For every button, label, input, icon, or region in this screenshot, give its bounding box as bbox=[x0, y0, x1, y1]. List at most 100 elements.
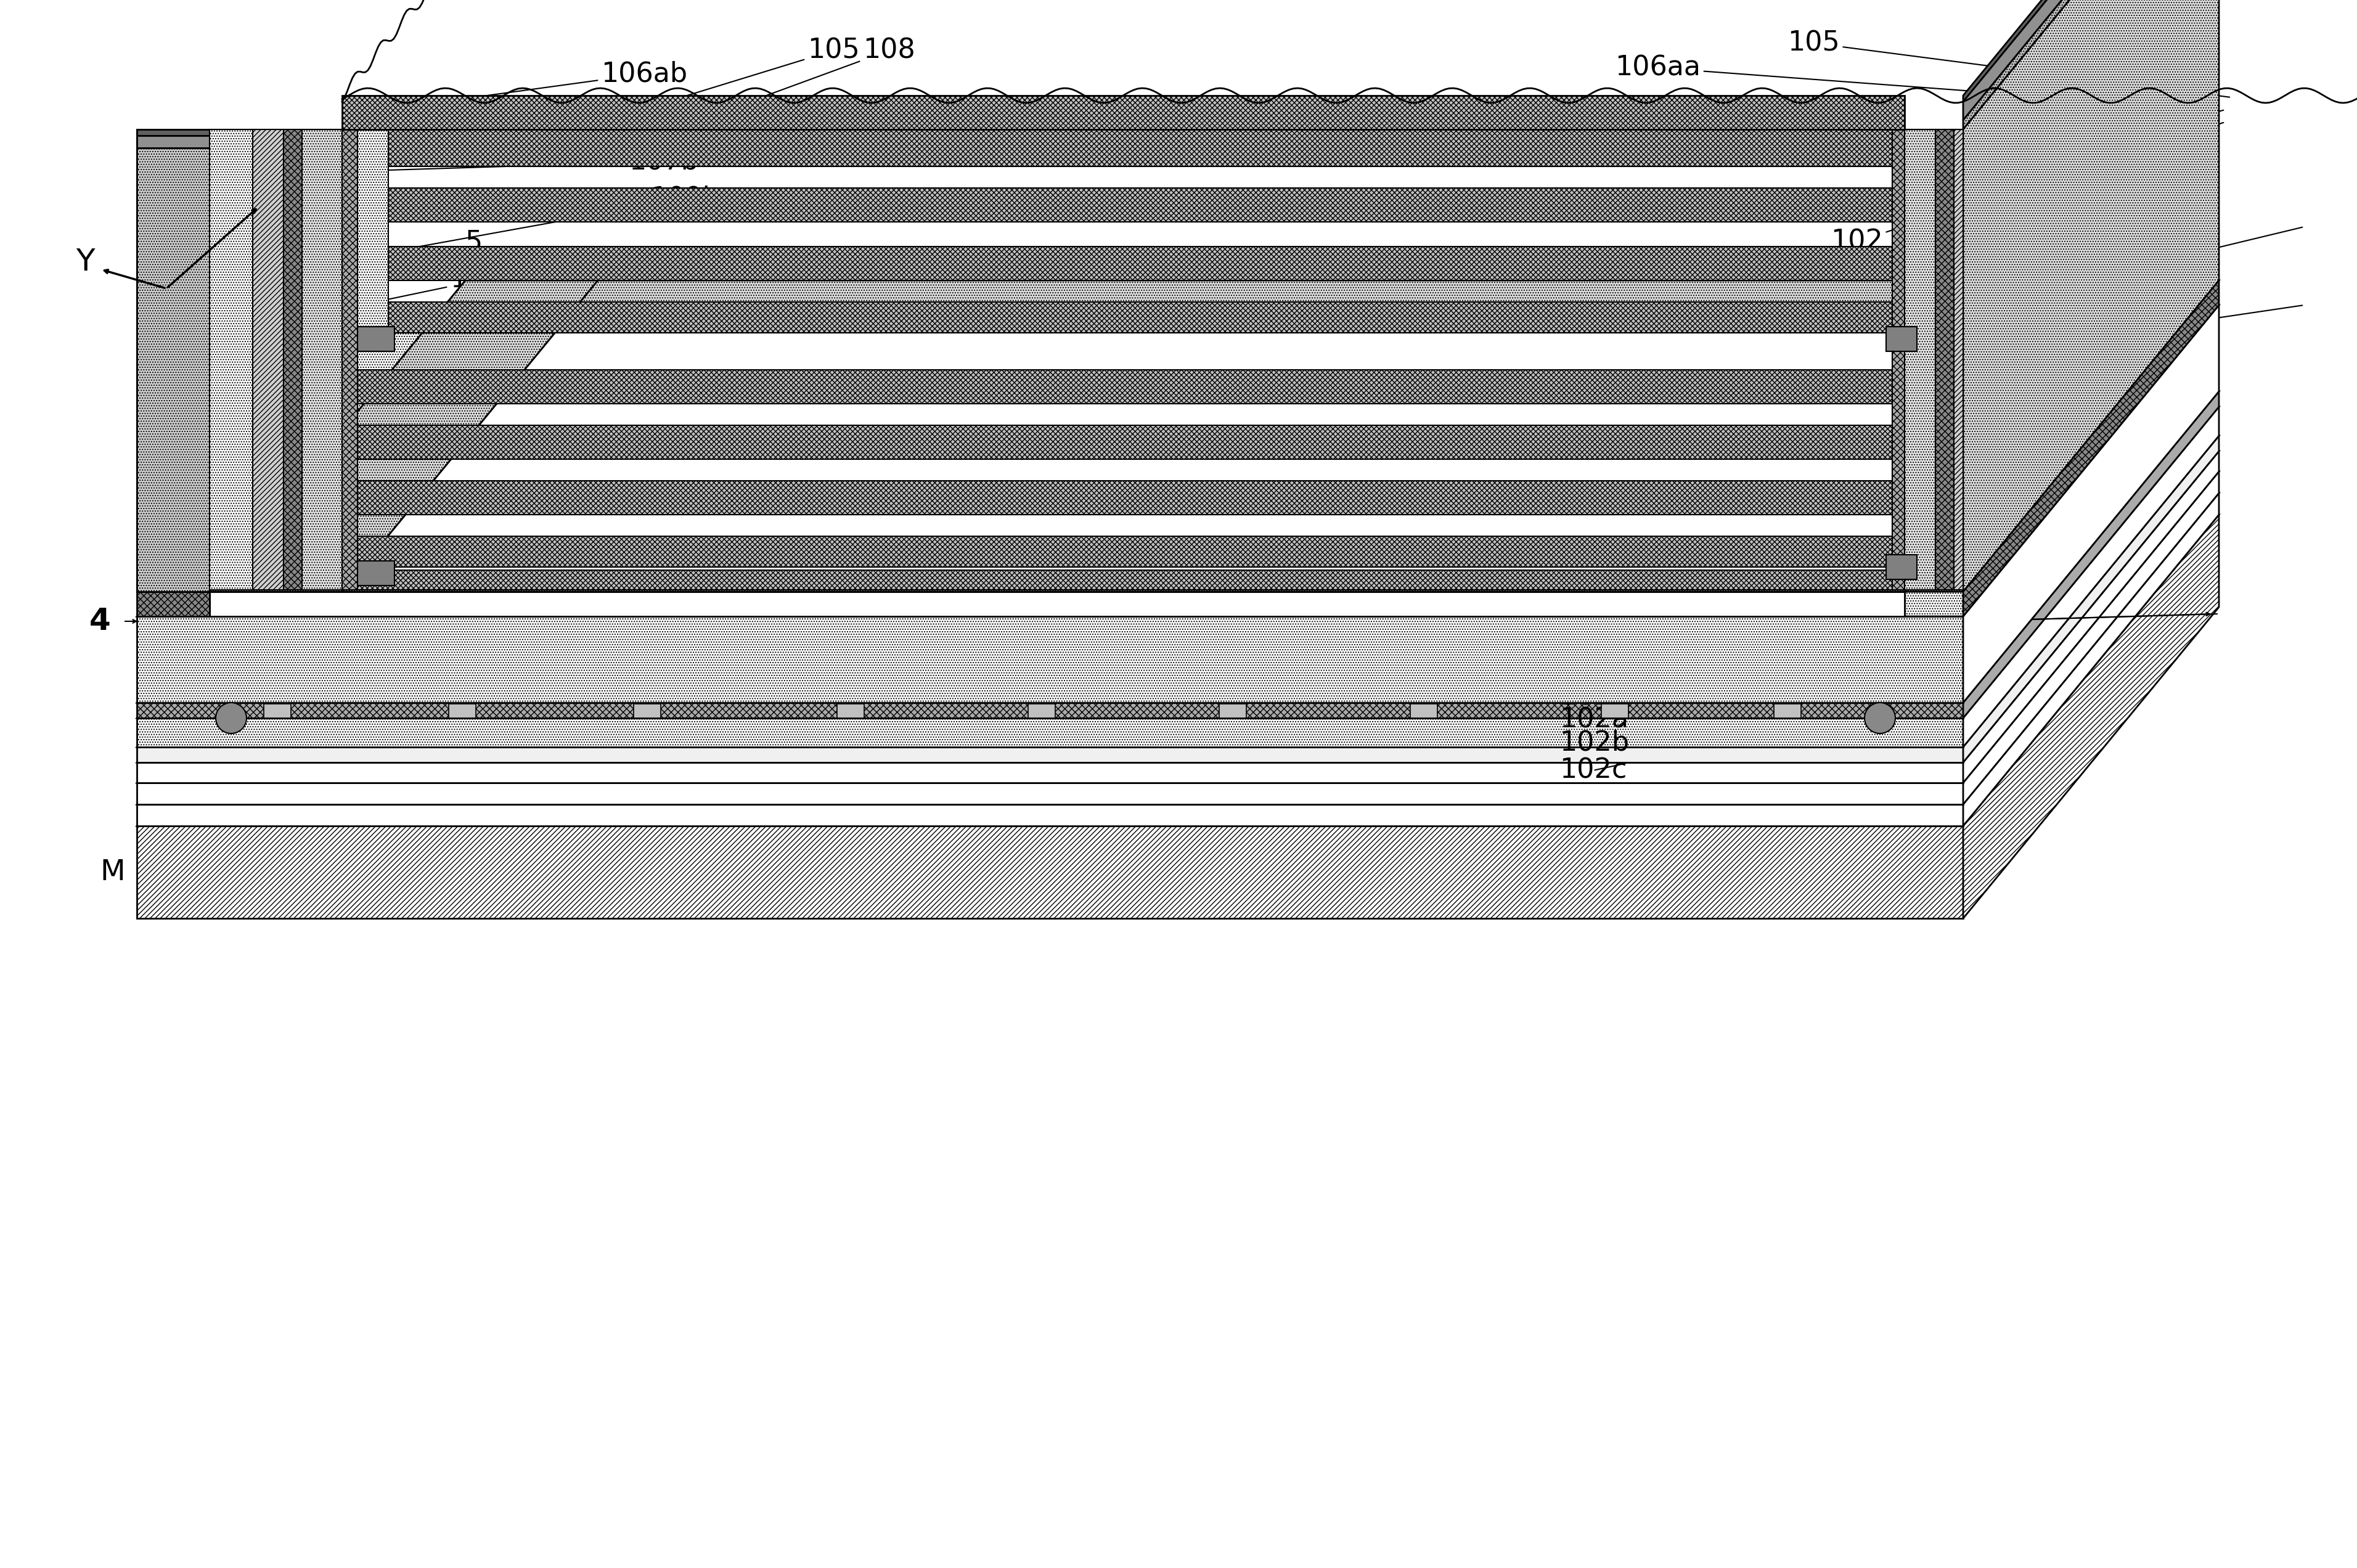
Polygon shape bbox=[283, 130, 302, 590]
Circle shape bbox=[1864, 702, 1895, 734]
Text: 103: 103 bbox=[1827, 110, 2223, 224]
Polygon shape bbox=[210, 281, 599, 591]
Text: 102c: 102c bbox=[1560, 757, 1626, 784]
Polygon shape bbox=[137, 392, 2218, 702]
Text: 105: 105 bbox=[167, 646, 238, 673]
Polygon shape bbox=[1935, 130, 1954, 590]
Polygon shape bbox=[210, 281, 2161, 591]
Text: 102d: 102d bbox=[1560, 660, 1629, 710]
Polygon shape bbox=[137, 492, 2218, 804]
Polygon shape bbox=[358, 561, 394, 585]
Polygon shape bbox=[1963, 0, 2218, 121]
Text: 105: 105 bbox=[1787, 30, 2230, 97]
Polygon shape bbox=[1963, 306, 2218, 702]
Text: 109b: 109b bbox=[379, 185, 719, 254]
Polygon shape bbox=[448, 704, 476, 718]
Polygon shape bbox=[137, 591, 210, 616]
Polygon shape bbox=[1963, 514, 2218, 919]
Polygon shape bbox=[137, 472, 2218, 782]
Polygon shape bbox=[252, 130, 283, 590]
Polygon shape bbox=[137, 514, 2218, 826]
Text: 112: 112 bbox=[247, 506, 349, 555]
Polygon shape bbox=[210, 591, 1904, 616]
Polygon shape bbox=[358, 326, 394, 351]
Polygon shape bbox=[389, 130, 1904, 166]
Polygon shape bbox=[1409, 704, 1438, 718]
Polygon shape bbox=[137, 762, 1963, 782]
Text: 106aa: 106aa bbox=[1615, 55, 2088, 100]
Polygon shape bbox=[137, 746, 1963, 762]
Polygon shape bbox=[1600, 704, 1629, 718]
Text: 5: 5 bbox=[1876, 227, 2303, 342]
Text: 6: 6 bbox=[283, 524, 370, 574]
Text: M: M bbox=[101, 858, 125, 886]
Polygon shape bbox=[1886, 326, 1916, 351]
Polygon shape bbox=[137, 718, 1963, 746]
Polygon shape bbox=[137, 616, 1963, 702]
Text: 107b: 107b bbox=[351, 149, 698, 174]
Text: 108: 108 bbox=[764, 38, 915, 97]
Text: 112: 112 bbox=[1697, 425, 1989, 452]
Polygon shape bbox=[342, 571, 1904, 590]
Polygon shape bbox=[1963, 392, 2218, 718]
Polygon shape bbox=[1963, 452, 2218, 782]
Circle shape bbox=[217, 702, 247, 734]
Polygon shape bbox=[137, 306, 2218, 616]
Text: 102a: 102a bbox=[1560, 690, 1629, 734]
Polygon shape bbox=[1893, 130, 1904, 590]
Polygon shape bbox=[634, 704, 660, 718]
Polygon shape bbox=[342, 481, 1904, 514]
Text: 112: 112 bbox=[351, 114, 759, 149]
Polygon shape bbox=[342, 572, 1921, 591]
Text: 114a: 114a bbox=[1782, 306, 2303, 390]
Polygon shape bbox=[342, 370, 1904, 403]
Text: 106ab: 106ab bbox=[384, 61, 688, 110]
Polygon shape bbox=[1963, 492, 2218, 826]
Polygon shape bbox=[137, 130, 210, 591]
Text: 109a: 109a bbox=[172, 506, 368, 547]
Text: 101: 101 bbox=[1827, 135, 2218, 309]
Text: 105: 105 bbox=[684, 38, 860, 97]
Polygon shape bbox=[137, 702, 1963, 718]
Text: 5: 5 bbox=[389, 229, 483, 276]
Polygon shape bbox=[1028, 704, 1056, 718]
Polygon shape bbox=[137, 135, 210, 147]
Text: 114a: 114a bbox=[167, 679, 255, 704]
Polygon shape bbox=[264, 704, 290, 718]
Polygon shape bbox=[389, 246, 1904, 281]
Text: 107a: 107a bbox=[158, 541, 229, 588]
Polygon shape bbox=[1963, 281, 2218, 616]
Polygon shape bbox=[1219, 704, 1247, 718]
Polygon shape bbox=[137, 406, 2218, 718]
Text: 114b: 114b bbox=[1655, 575, 1952, 602]
Polygon shape bbox=[389, 188, 1904, 223]
Polygon shape bbox=[577, 281, 2161, 306]
Polygon shape bbox=[137, 826, 1963, 919]
Polygon shape bbox=[137, 804, 1963, 826]
Polygon shape bbox=[137, 452, 2218, 762]
Polygon shape bbox=[1775, 704, 1801, 718]
Polygon shape bbox=[342, 536, 1904, 568]
Polygon shape bbox=[137, 147, 210, 591]
Polygon shape bbox=[1963, 472, 2218, 804]
Polygon shape bbox=[137, 436, 2218, 746]
Polygon shape bbox=[1886, 555, 1916, 579]
Text: 110: 110 bbox=[226, 340, 427, 384]
Polygon shape bbox=[1963, 0, 2218, 130]
Polygon shape bbox=[1963, 436, 2218, 762]
Polygon shape bbox=[1904, 370, 1963, 590]
Text: 105: 105 bbox=[1506, 659, 1560, 685]
Text: 111: 111 bbox=[224, 187, 377, 356]
Polygon shape bbox=[137, 130, 210, 135]
Polygon shape bbox=[342, 130, 358, 590]
Polygon shape bbox=[1904, 130, 1935, 590]
Polygon shape bbox=[1963, 406, 2218, 746]
Text: 108: 108 bbox=[269, 303, 457, 351]
Polygon shape bbox=[1963, 0, 2218, 102]
Text: 114b: 114b bbox=[349, 133, 808, 160]
Polygon shape bbox=[210, 130, 252, 590]
Polygon shape bbox=[302, 130, 342, 590]
Polygon shape bbox=[342, 96, 1904, 130]
Polygon shape bbox=[389, 303, 1904, 332]
Text: Y: Y bbox=[75, 248, 94, 276]
